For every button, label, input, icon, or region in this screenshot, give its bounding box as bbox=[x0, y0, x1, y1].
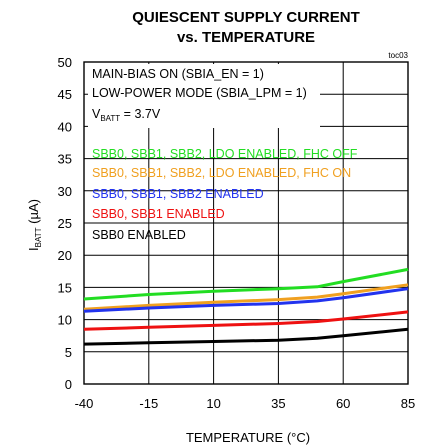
x-tick-label: 35 bbox=[271, 396, 285, 411]
conditions-box: MAIN-BIAS ON (SBIA_EN = 1) LOW-POWER MOD… bbox=[88, 64, 320, 128]
series-line-3 bbox=[83, 287, 409, 313]
condition-vbatt: VBATT = 3.7V bbox=[92, 107, 161, 123]
x-axis-label: TEMPERATURE (°C) bbox=[186, 430, 310, 445]
y-tick-label: 45 bbox=[58, 87, 72, 102]
y-tick-label: 20 bbox=[58, 248, 72, 263]
condition-main-bias: MAIN-BIAS ON (SBIA_EN = 1) bbox=[92, 67, 264, 81]
chart-title-line1: QUIESCENT SUPPLY CURRENT bbox=[132, 9, 360, 26]
condition-low-power: LOW-POWER MODE (SBIA_LPM = 1) bbox=[92, 86, 307, 100]
legend-label-4: SBB0, SBB1 ENABLED bbox=[92, 207, 225, 221]
series-line-4 bbox=[83, 310, 409, 331]
y-tick-label: 15 bbox=[58, 280, 72, 295]
y-tick-label: 0 bbox=[65, 377, 72, 392]
y-axis-label: IBATT (µA) bbox=[26, 199, 43, 251]
figure-id: toc03 bbox=[388, 51, 408, 60]
y-tick-label: 10 bbox=[58, 313, 72, 328]
series-line-1 bbox=[83, 267, 409, 301]
legend-label-2: SBB0, SBB1, SBB2, LDO ENABLED, FHC ON bbox=[92, 166, 351, 180]
tick-labels: 0 5 10 15 20 25 30 35 40 45 50 -40 -15 10 35 60 85 bbox=[58, 55, 416, 411]
legend: SBB0, SBB1, SBB2, LDO ENABLED, FHC OFF SB… bbox=[92, 147, 358, 242]
legend-label-3: SBB0, SBB1, SBB2 ENABLED bbox=[92, 187, 264, 201]
series-lines bbox=[83, 267, 409, 346]
x-tick-label: 85 bbox=[401, 396, 415, 411]
x-tick-label: -15 bbox=[139, 396, 158, 411]
y-tick-label: 40 bbox=[58, 119, 72, 134]
legend-label-5: SBB0 ENABLED bbox=[92, 228, 186, 242]
y-tick-label: 50 bbox=[58, 55, 72, 70]
x-tick-label: 60 bbox=[336, 396, 350, 411]
y-tick-label: 5 bbox=[65, 345, 72, 360]
x-tick-label: 10 bbox=[206, 396, 220, 411]
y-tick-label: 30 bbox=[58, 184, 72, 199]
legend-label-1: SBB0, SBB1, SBB2, LDO ENABLED, FHC OFF bbox=[92, 147, 358, 161]
grid bbox=[83, 61, 409, 385]
series-line-2 bbox=[83, 283, 409, 311]
x-tick-label: -40 bbox=[75, 396, 94, 411]
series-line-5 bbox=[83, 327, 409, 346]
plot-frame bbox=[83, 61, 409, 385]
chart-title-line2: vs. TEMPERATURE bbox=[177, 29, 315, 46]
y-tick-label: 25 bbox=[58, 216, 72, 231]
y-tick-label: 35 bbox=[58, 152, 72, 167]
